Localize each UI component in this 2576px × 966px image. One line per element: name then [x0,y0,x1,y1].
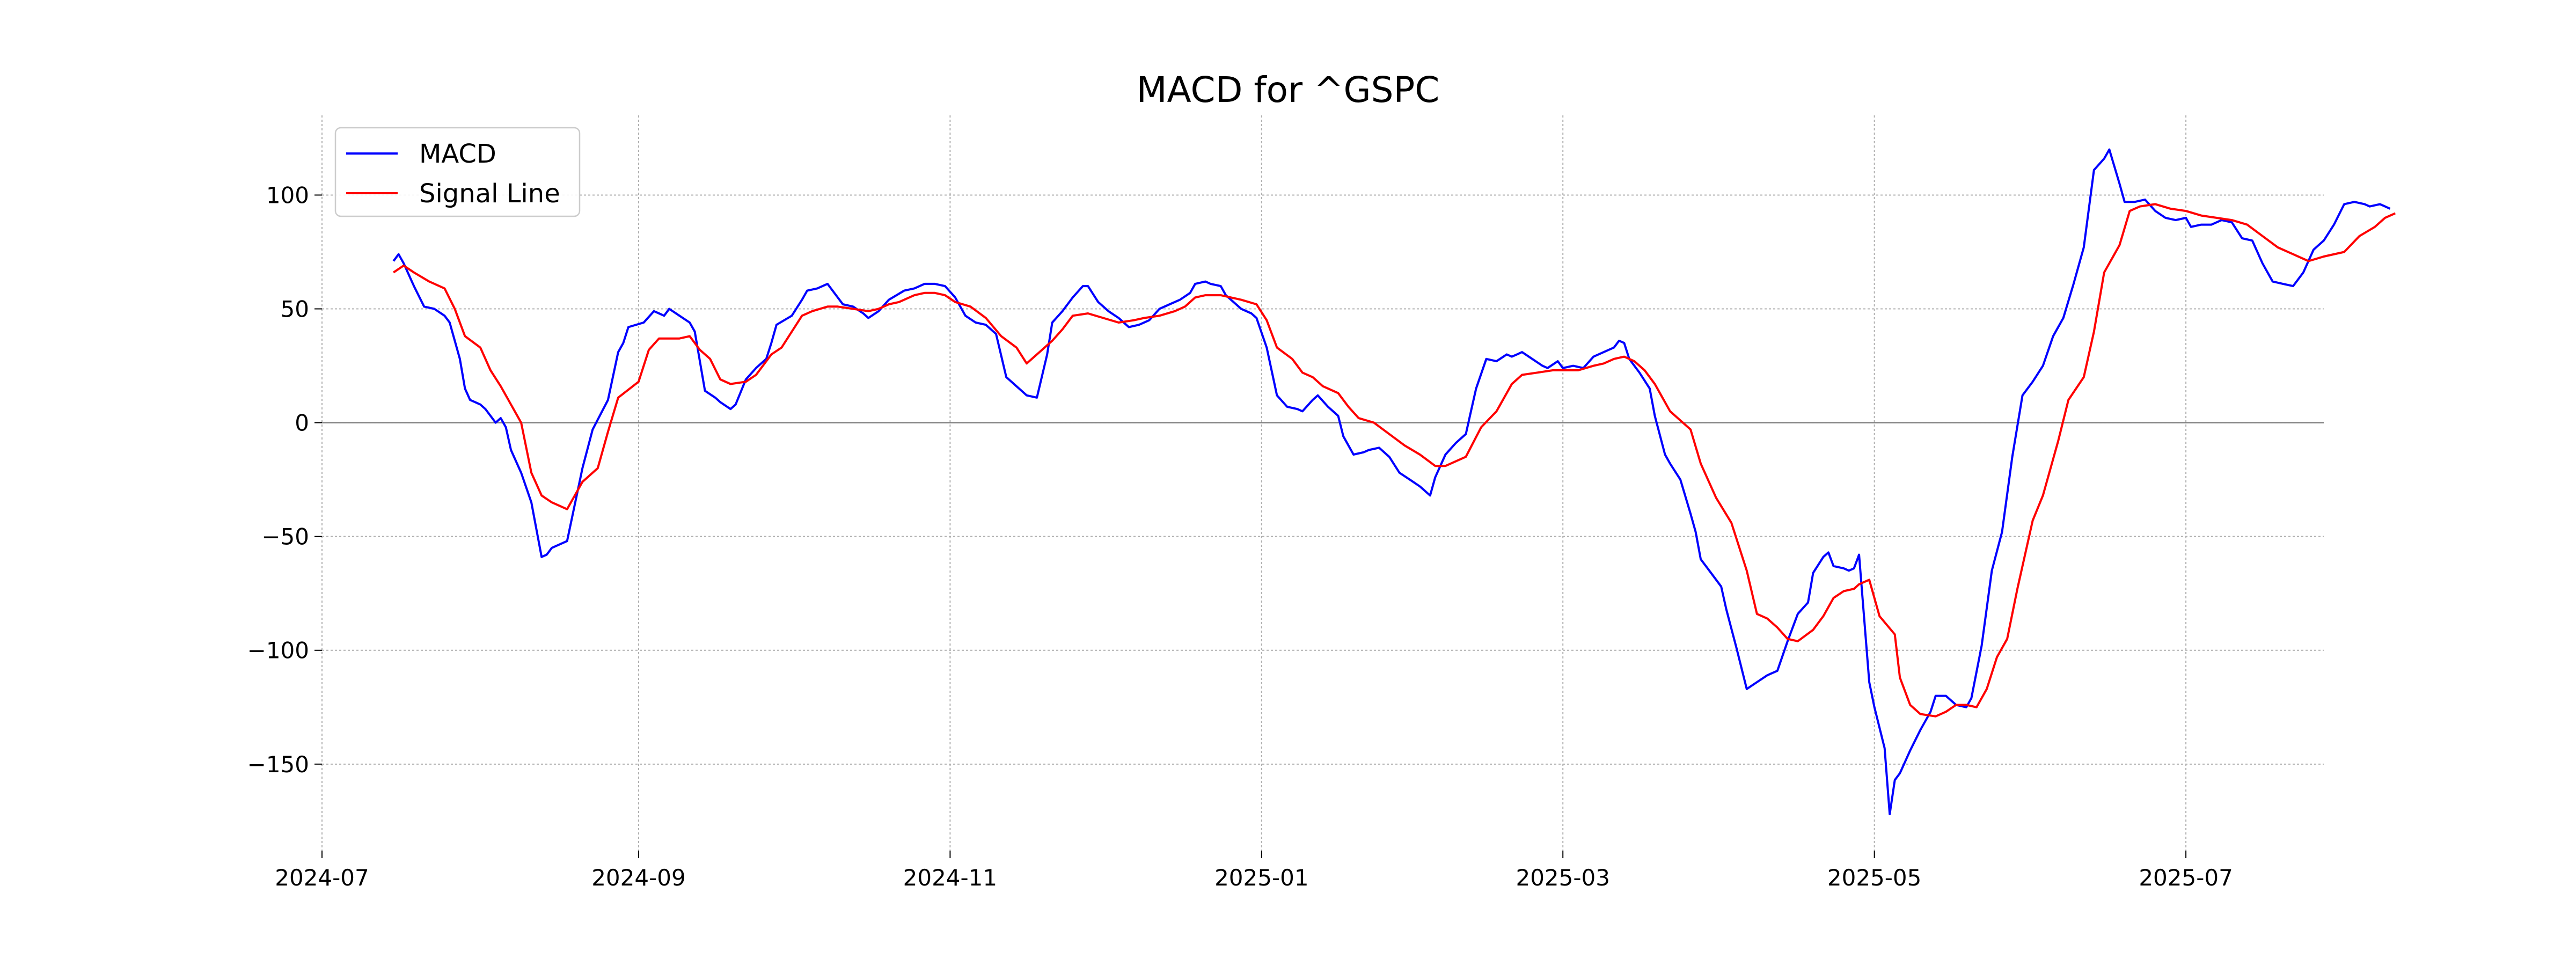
y-axis-ticks: 100 50 0 −50 −100 −150 [247,182,322,778]
grid-layer [321,115,2324,851]
x-tick-label: 2025-03 [1516,865,1610,891]
legend: MACD Signal Line [334,127,581,217]
y-tick-label: 0 [295,410,309,436]
legend-label: MACD [419,139,496,169]
y-tick-label: −100 [247,638,309,664]
series-layer [392,148,2396,816]
y-tick-label: −50 [261,524,309,550]
x-tick-label: 2024-07 [275,865,369,891]
series-line-signal-line [393,203,2396,718]
y-tick-label: 100 [266,182,309,208]
x-tick-label: 2025-07 [2139,865,2233,891]
x-axis-ticks: 2024-07 2024-09 2024-11 2025-01 2025-03 2025-… [275,851,2233,891]
series-line-macd [392,148,2391,816]
x-tick-label: 2024-09 [591,865,686,891]
chart-title: MACD for ^GSPC [1137,69,1440,111]
legend-label: Signal Line [419,179,560,209]
x-tick-label: 2024-11 [903,865,998,891]
y-tick-label: 50 [281,296,309,323]
y-tick-label: −150 [247,751,309,778]
x-tick-label: 2025-01 [1214,865,1309,891]
x-tick-label: 2025-05 [1827,865,1922,891]
